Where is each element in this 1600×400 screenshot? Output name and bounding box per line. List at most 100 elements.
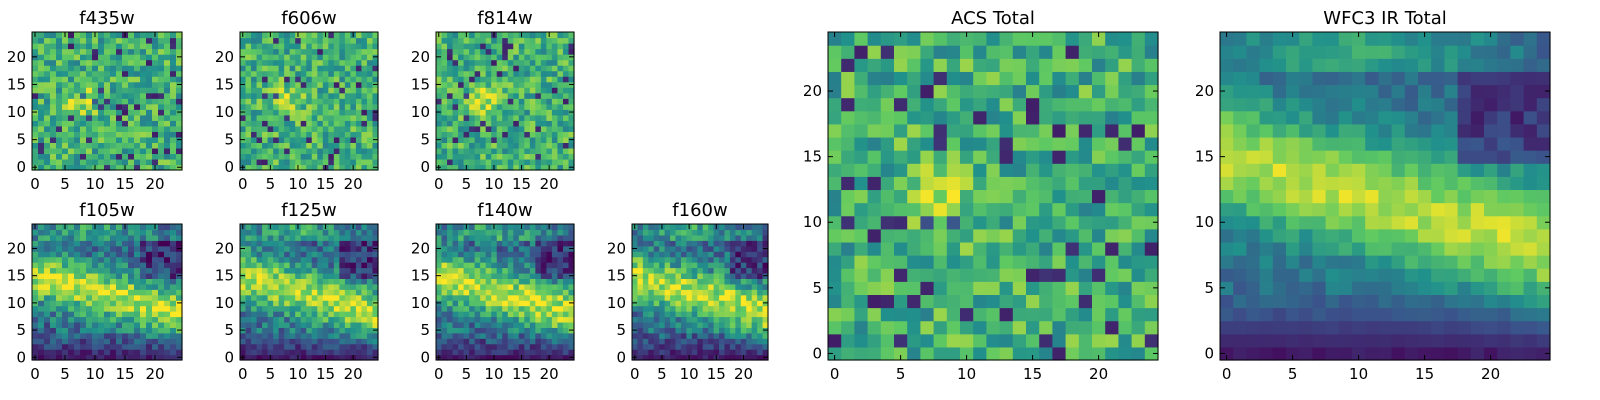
heatmap-cell bbox=[355, 120, 363, 127]
heatmap-cell bbox=[496, 48, 503, 55]
heatmap-cell bbox=[1078, 163, 1093, 177]
heatmap-cell bbox=[300, 131, 307, 138]
heatmap-cell bbox=[62, 289, 69, 296]
heatmap-cell bbox=[1078, 346, 1093, 361]
heatmap-cell bbox=[502, 343, 509, 350]
heatmap-cell bbox=[535, 305, 542, 312]
heatmap-cell bbox=[245, 54, 252, 61]
heatmap-cell bbox=[300, 251, 307, 258]
heatmap-cell bbox=[176, 234, 183, 241]
heatmap-cell bbox=[74, 43, 81, 50]
heatmap-cell bbox=[529, 114, 536, 121]
heatmap-cell bbox=[568, 332, 575, 339]
heatmap-cell bbox=[164, 251, 171, 258]
heatmap-cell bbox=[170, 300, 177, 307]
heatmap-cell bbox=[447, 164, 454, 171]
heatmap-cell bbox=[691, 294, 698, 301]
heatmap-cell bbox=[92, 98, 99, 105]
heatmap-cell bbox=[56, 256, 63, 263]
heatmap-cell bbox=[44, 240, 51, 247]
heatmap-cell bbox=[116, 321, 123, 328]
heatmap-cell bbox=[32, 87, 39, 94]
heatmap-cell bbox=[973, 333, 987, 348]
heatmap-cell bbox=[372, 153, 379, 160]
heatmap-cell bbox=[339, 349, 346, 356]
heatmap-cell bbox=[122, 240, 129, 247]
heatmap-cell bbox=[44, 311, 51, 318]
heatmap-cell bbox=[38, 109, 45, 116]
heatmap-cell bbox=[436, 349, 443, 356]
heatmap-cell bbox=[44, 147, 51, 155]
heatmap-cell bbox=[474, 294, 481, 301]
heatmap-cell bbox=[128, 272, 135, 279]
heatmap-cell bbox=[158, 272, 165, 279]
heatmap-cell bbox=[273, 103, 280, 110]
heatmap-cell bbox=[44, 125, 51, 132]
heatmap-cell bbox=[686, 316, 693, 323]
heatmap-cell bbox=[44, 229, 51, 236]
heatmap-cell bbox=[524, 87, 531, 94]
heatmap-cell bbox=[642, 300, 649, 307]
heatmap-cell bbox=[546, 98, 553, 105]
heatmap-cell bbox=[300, 234, 307, 241]
heatmap-cell bbox=[240, 262, 247, 269]
heatmap-cell bbox=[502, 87, 509, 94]
heatmap-cell bbox=[44, 321, 51, 328]
heatmap-cell bbox=[306, 37, 313, 44]
heatmap-cell bbox=[86, 229, 93, 236]
heatmap-cell bbox=[86, 32, 93, 39]
heatmap-cell bbox=[746, 300, 753, 307]
heatmap-cell bbox=[333, 234, 340, 241]
heatmap-cell bbox=[122, 98, 129, 105]
heatmap-cell bbox=[164, 327, 171, 334]
heatmap-cell bbox=[366, 76, 374, 83]
heatmap-cell bbox=[146, 300, 153, 307]
heatmap-cell bbox=[496, 142, 503, 149]
heatmap-cell bbox=[140, 338, 147, 345]
heatmap-cell bbox=[98, 125, 105, 132]
heatmap-cell bbox=[686, 321, 693, 328]
heatmap-cell bbox=[458, 300, 465, 307]
heatmap-cell bbox=[551, 343, 559, 350]
heatmap-cell bbox=[546, 37, 553, 44]
heatmap-cell bbox=[841, 228, 855, 243]
heatmap-cell bbox=[158, 32, 165, 39]
heatmap-cell bbox=[146, 283, 153, 290]
heatmap-cell bbox=[328, 262, 335, 269]
heatmap-cell bbox=[278, 332, 285, 339]
heatmap-cell bbox=[104, 349, 111, 356]
heatmap-cell bbox=[702, 332, 709, 339]
heatmap-cell bbox=[653, 311, 660, 318]
heatmap-cell bbox=[38, 103, 45, 110]
x-tick-label: 20 bbox=[734, 365, 753, 383]
heatmap-cell bbox=[469, 229, 476, 236]
heatmap-cell bbox=[289, 294, 296, 301]
heatmap-cell bbox=[146, 251, 153, 258]
heatmap-cell bbox=[568, 142, 575, 149]
heatmap-cell bbox=[366, 87, 374, 94]
heatmap-cell bbox=[86, 98, 93, 105]
heatmap-cell bbox=[104, 109, 111, 116]
heatmap-cell bbox=[300, 164, 307, 171]
heatmap-cell bbox=[675, 311, 682, 318]
heatmap-cell bbox=[170, 349, 177, 356]
heatmap-cell bbox=[637, 332, 644, 339]
heatmap-cell bbox=[122, 234, 129, 241]
heatmap-cell bbox=[262, 81, 269, 88]
heatmap-cell bbox=[740, 327, 747, 334]
heatmap-cell bbox=[128, 65, 135, 72]
panel-title: f105w bbox=[79, 200, 134, 221]
heatmap-cell bbox=[372, 251, 379, 258]
heatmap-cell bbox=[284, 327, 291, 334]
heatmap-cell bbox=[146, 229, 153, 236]
heatmap-cell bbox=[240, 147, 247, 155]
heatmap-cell bbox=[670, 354, 677, 361]
heatmap-cell bbox=[1092, 268, 1106, 282]
heatmap-cell bbox=[664, 256, 671, 263]
heatmap-cell bbox=[344, 59, 351, 66]
heatmap-cell bbox=[1118, 176, 1133, 191]
heatmap-cell bbox=[240, 267, 247, 274]
heatmap-cell bbox=[920, 202, 935, 217]
heatmap-cell bbox=[491, 349, 498, 356]
heatmap-cell bbox=[463, 114, 470, 121]
